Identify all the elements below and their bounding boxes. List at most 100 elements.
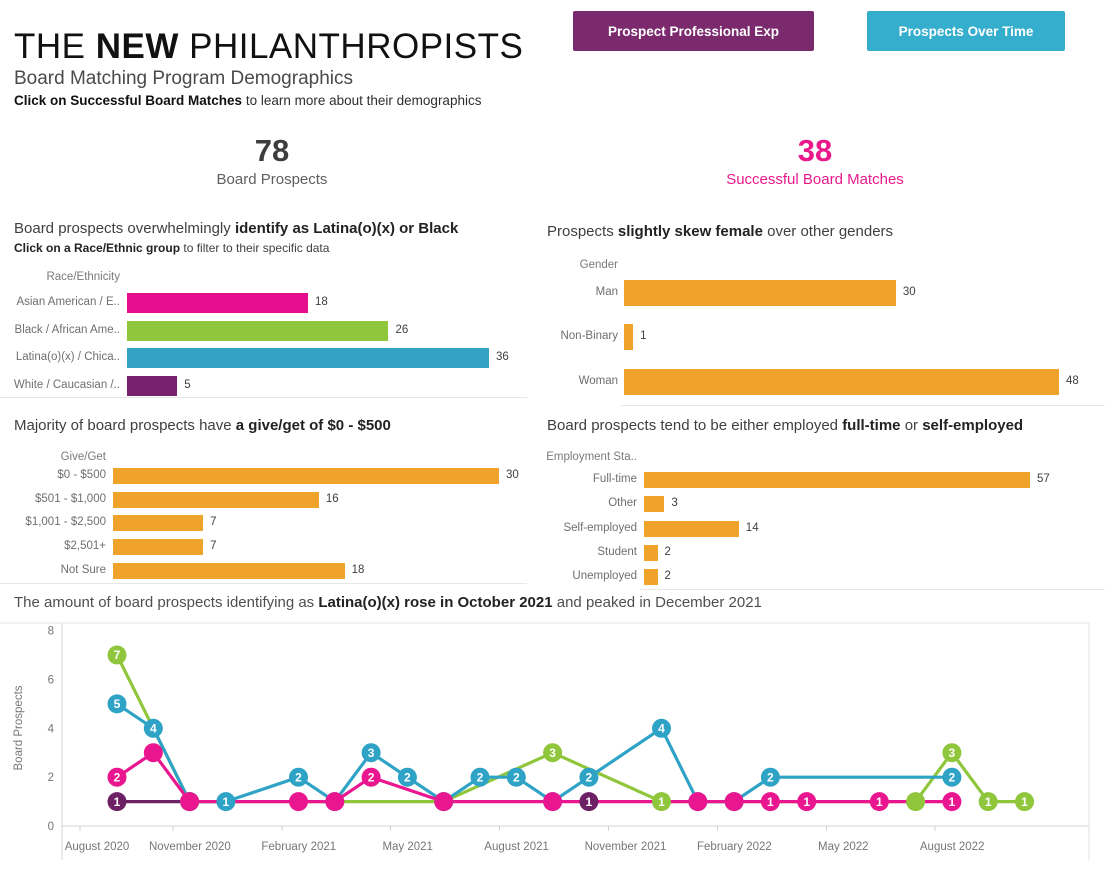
timeline-x-tick-label: August 2020 [65, 841, 130, 853]
nav-button-prospects-over-time[interactable]: Prospects Over Time [867, 11, 1065, 51]
timeline-dot-label: 1 [803, 795, 810, 809]
employment-axis-header: Employment Sta.. [546, 451, 637, 463]
kpi-successful-board-matches-value[interactable]: 38 [797, 133, 833, 168]
gender-chart-title: Prospects slightly skew female over othe… [547, 223, 894, 240]
timeline-dot-latina-o-x-[interactable] [397, 767, 417, 787]
nav-button-prospect-professional-exp[interactable]: Prospect Professional Exp [573, 11, 814, 51]
race-chart-title: Board prospects overwhelmingly identify … [14, 220, 459, 237]
gender-bar-2[interactable] [624, 324, 634, 351]
give_get-category-label: $2,501+ [64, 540, 106, 553]
timeline-dot-asian-american[interactable] [143, 743, 163, 763]
timeline-dot-asian-american[interactable] [797, 792, 817, 812]
race-category-label: Latina(o)(x) / Chica.. [15, 351, 120, 363]
employment-bar-5[interactable] [644, 569, 658, 586]
timeline-dot-asian-american[interactable] [289, 792, 308, 812]
timeline-line-latina-o-x- [115, 702, 954, 804]
timeline-chart-title: The amount of board prospects identifyin… [14, 594, 762, 611]
give_get-bar-4[interactable] [113, 539, 204, 556]
timeline-dot-latina-o-x-[interactable] [942, 767, 962, 787]
timeline-dot-black-african-american[interactable] [1015, 792, 1034, 812]
gender-bar-3[interactable] [624, 368, 1059, 395]
timeline-dot-latina-o-x-[interactable] [506, 767, 526, 787]
gender-bar-1[interactable] [624, 280, 896, 306]
race-bar-4[interactable] [127, 375, 178, 396]
give_get-axis-header: Give/Get [60, 451, 106, 463]
timeline-dot-latina-o-x-[interactable] [361, 743, 381, 763]
timeline-dot-label: 1 [586, 795, 593, 809]
timeline-dot-asian-american[interactable] [942, 792, 962, 812]
timeline-dot-asian-american[interactable] [361, 767, 381, 787]
page-instruction: Click on Successful Board Matches to lea… [14, 93, 482, 108]
give_get-value-label: 30 [506, 469, 519, 481]
timeline-dot-black-african-american[interactable] [978, 792, 998, 812]
timeline-y-tick-label: 2 [48, 772, 54, 784]
timeline-dot-black-african-american[interactable] [652, 792, 671, 812]
employment-value-label: 57 [1037, 473, 1050, 485]
timeline-dot-white-caucasian[interactable] [107, 792, 127, 812]
timeline-dot-asian-american[interactable] [434, 792, 454, 812]
gender-value-label: 1 [640, 330, 647, 343]
race-axis-header: Race/Ethnicity [46, 271, 120, 283]
employment-value-label: 14 [745, 521, 759, 534]
race-value-label: 5 [184, 378, 191, 391]
employment-bar-1[interactable] [644, 472, 1030, 488]
employment-category-label: Other [608, 497, 637, 510]
timeline-dot-black-african-american[interactable] [543, 743, 563, 763]
timeline-dot-label: 7 [114, 648, 121, 662]
timeline-dot-label: 1 [114, 795, 121, 809]
page-title: THE NEW PHILANTHROPISTS [14, 27, 524, 66]
timeline-dot-latina-o-x-[interactable] [760, 767, 780, 787]
timeline-dot-black-african-american[interactable] [906, 792, 926, 812]
employment-category-label: Student [597, 545, 637, 558]
timeline-y-tick-label: 4 [48, 723, 55, 735]
give_get-bar-3[interactable] [113, 515, 204, 532]
give_get-bar-2[interactable] [113, 491, 319, 508]
timeline-dot-latina-o-x-[interactable] [652, 718, 671, 738]
timeline-dot-asian-american[interactable] [325, 792, 345, 812]
timeline-dot-asian-american[interactable] [724, 792, 744, 812]
gender-category-label: Non-Binary [560, 330, 618, 343]
timeline-dot-asian-american[interactable] [180, 792, 200, 812]
timeline-dot-latina-o-x-[interactable] [107, 694, 127, 714]
give_get-category-label: $0 - $500 [57, 469, 106, 481]
employment-bar-3[interactable] [644, 520, 739, 537]
page-subtitle: Board Matching Program Demographics [14, 68, 353, 89]
timeline-dot-latina-o-x-[interactable] [289, 767, 308, 787]
timeline-x-tick-label: August 2022 [920, 841, 985, 853]
timeline-dot-white-caucasian[interactable] [579, 792, 599, 812]
timeline-dot-latina-o-x-[interactable] [143, 718, 163, 738]
timeline-x-tick-label: May 2022 [818, 841, 869, 853]
timeline-dot-black-african-american[interactable] [107, 645, 127, 665]
timeline-x-tick-label: November 2020 [149, 841, 231, 853]
timeline-dot-black-african-american[interactable] [942, 743, 962, 763]
timeline-dot-label: 1 [1021, 795, 1028, 809]
timeline-dot-asian-american[interactable] [688, 792, 708, 812]
race-bar-3[interactable] [127, 348, 489, 368]
timeline-dot-asian-american[interactable] [107, 767, 127, 787]
timeline-dot-latina-o-x-[interactable] [579, 767, 599, 787]
race-value-label: 26 [395, 323, 409, 336]
race-axis-line [0, 397, 527, 398]
timeline-dot-label: 2 [949, 770, 956, 784]
give_get-bar-1[interactable] [113, 468, 499, 484]
timeline-dot-latina-o-x-[interactable] [470, 767, 490, 787]
timeline-dot-label: 2 [767, 770, 774, 784]
give_get-value-label: 7 [210, 516, 217, 529]
employment-bar-2[interactable] [644, 496, 665, 513]
timeline-x-tick-label: November 2021 [585, 841, 667, 853]
employment-bar-4[interactable] [644, 544, 658, 561]
timeline-dot-asian-american[interactable] [760, 792, 780, 812]
give_get-category-label: Not Sure [60, 563, 106, 576]
timeline-dot-label: 1 [767, 795, 774, 809]
timeline-dot-latina-o-x-[interactable] [216, 792, 236, 812]
employment-axis-line [640, 589, 1105, 590]
timeline-dot-asian-american[interactable] [543, 792, 563, 812]
race-bar-1[interactable] [127, 293, 308, 313]
timeline-dot-asian-american[interactable] [869, 792, 889, 812]
kpi-successful-board-matches[interactable]: 38 Successful Board Matches [665, 133, 965, 189]
timeline-x-tick-label: February 2021 [261, 841, 336, 853]
race-bar-2[interactable] [127, 320, 389, 341]
timeline-dot-label: 2 [477, 770, 484, 784]
give_get-bar-5[interactable] [113, 562, 345, 579]
gender-axis-line [621, 405, 1105, 406]
